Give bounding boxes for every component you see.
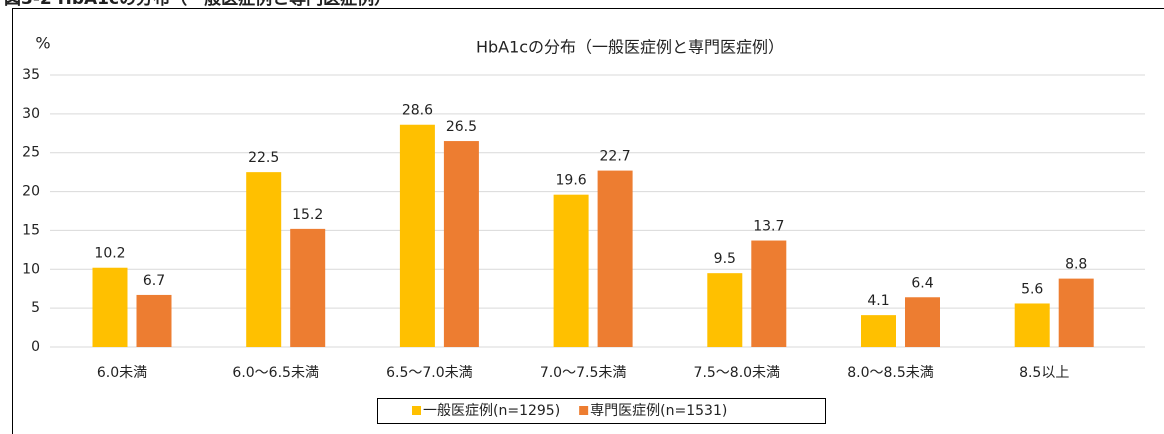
x-tick-label: 8.0～8.5未満: [847, 365, 934, 381]
bar: [905, 297, 940, 347]
x-tick-label: 6.0～6.5未満: [232, 365, 319, 381]
legend-swatch: [579, 406, 589, 415]
x-tick-label: 8.5以上: [1019, 365, 1069, 381]
bar: [861, 315, 896, 347]
bar: [1058, 278, 1094, 347]
data-label: 13.7: [753, 219, 784, 235]
y-tick-label: 15: [22, 222, 40, 238]
y-tick-label: 30: [22, 106, 40, 122]
bar: [1014, 303, 1050, 347]
x-tick-label: 6.5～7.0未満: [386, 365, 473, 381]
data-label: 15.2: [292, 207, 323, 223]
legend-swatch: [412, 406, 421, 415]
chart-frame: [12, 8, 1164, 434]
data-label: 19.6: [556, 173, 587, 189]
data-label: 6.4: [911, 275, 933, 291]
bar: [290, 228, 326, 347]
y-tick-label: 5: [31, 300, 40, 316]
legend-box: [377, 398, 826, 424]
bar: [136, 294, 172, 347]
data-label: 5.6: [1021, 281, 1043, 297]
data-label: 22.7: [600, 149, 631, 165]
x-tick-label: 6.0未満: [97, 365, 147, 381]
y-tick-label: 25: [22, 145, 40, 161]
y-tick-label: 0: [31, 339, 40, 355]
y-axis-label: %: [35, 34, 50, 53]
data-label: 22.5: [248, 150, 279, 166]
legend-label: 一般医症例(n=1295): [423, 403, 560, 419]
data-label: 4.1: [867, 293, 889, 309]
bar: [553, 194, 589, 347]
bar: [597, 170, 633, 347]
y-tick-label: 20: [22, 184, 40, 200]
x-tick-label: 7.0～7.5未満: [540, 365, 627, 381]
data-label: 9.5: [714, 251, 736, 267]
chart-title: HbA1cの分布（一般医症例と専門医症例）: [476, 38, 784, 57]
data-label: 8.8: [1065, 257, 1087, 273]
y-tick-label: 10: [22, 261, 40, 277]
bar: [246, 172, 282, 347]
legend-label: 専門医症例(n=1531): [590, 403, 727, 419]
bar: [443, 141, 479, 347]
bar: [399, 124, 435, 347]
y-tick-label: 35: [22, 67, 40, 83]
bar: [751, 240, 787, 347]
x-tick-label: 7.5～8.0未満: [694, 365, 781, 381]
bar: [707, 273, 743, 347]
data-label: 10.2: [94, 246, 125, 262]
data-label: 6.7: [143, 273, 165, 289]
data-label: 26.5: [446, 119, 477, 135]
caption: 図3-2 HbA1cの分布（一般医症例と専門医症例）: [4, 0, 391, 9]
bar: [92, 267, 128, 347]
data-label: 28.6: [402, 103, 433, 119]
